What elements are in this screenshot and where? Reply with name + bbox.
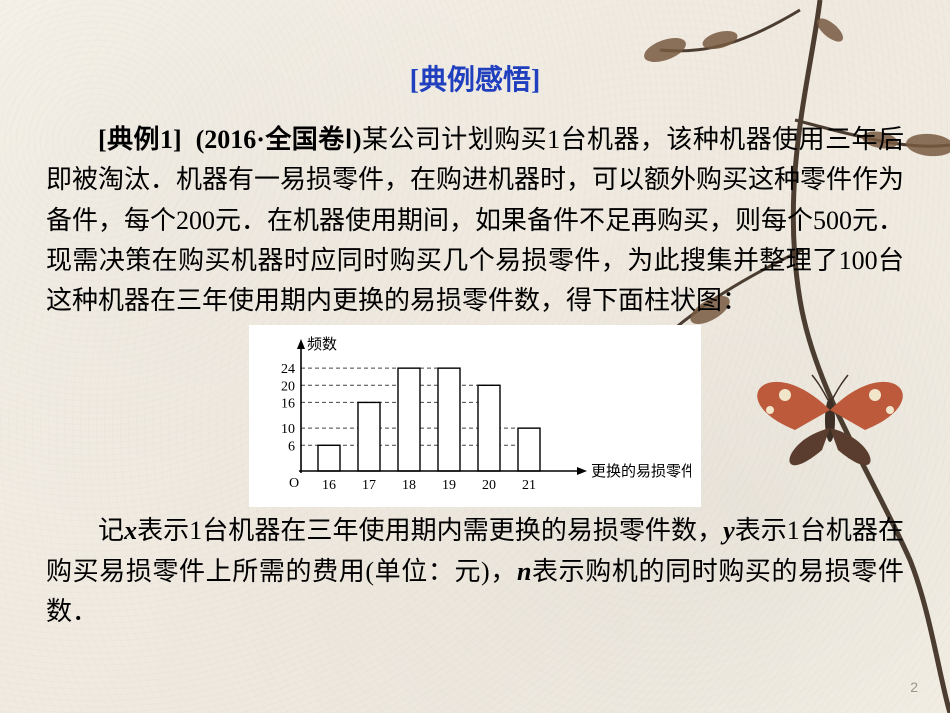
svg-text:10: 10	[281, 423, 295, 438]
svg-text:17: 17	[362, 478, 376, 493]
slide-content: [典例感悟] [典例1] (2016·全国卷Ⅰ)某公司计划购买1台机器，该种机器…	[0, 0, 950, 632]
example-label: [典例1]	[98, 125, 182, 154]
svg-text:16: 16	[281, 397, 295, 412]
body2-mid1: 表示1台机器在三年使用期内需更换的易损零件数，	[137, 516, 723, 545]
svg-text:24: 24	[281, 363, 295, 378]
chart-box: 6 10 16 20 24 16 17 18 19 20 21 O 频数更换的易损零件数	[249, 325, 701, 507]
var-x: x	[124, 516, 137, 545]
var-y: y	[723, 516, 735, 545]
page-number: 2	[910, 679, 918, 695]
problem-paragraph-2: 记x表示1台机器在三年使用期内需更换的易损零件数，y表示1台机器在购买易损零件上…	[46, 511, 904, 632]
svg-text:频数: 频数	[307, 336, 337, 353]
source-label: (2016·全国卷Ⅰ)	[196, 125, 362, 154]
chart-container: 6 10 16 20 24 16 17 18 19 20 21 O 频数更换的易损零件数	[46, 325, 904, 507]
svg-text:20: 20	[281, 380, 295, 395]
svg-text:18: 18	[402, 478, 416, 493]
svg-text:更换的易损零件数: 更换的易损零件数	[591, 463, 691, 480]
svg-text:16: 16	[322, 478, 336, 493]
problem-paragraph-1: [典例1] (2016·全国卷Ⅰ)某公司计划购买1台机器，该种机器使用三年后即被…	[46, 120, 904, 321]
svg-text:O: O	[289, 476, 299, 491]
frequency-bar-chart: 6 10 16 20 24 16 17 18 19 20 21 O 频数更换的易损零件数	[259, 333, 691, 499]
section-title: [典例感悟]	[46, 58, 904, 98]
svg-text:21: 21	[522, 478, 536, 493]
svg-text:6: 6	[288, 440, 295, 455]
svg-text:20: 20	[482, 478, 496, 493]
body2-pre: 记	[98, 516, 124, 545]
svg-text:19: 19	[442, 478, 456, 493]
var-n: n	[517, 557, 531, 586]
